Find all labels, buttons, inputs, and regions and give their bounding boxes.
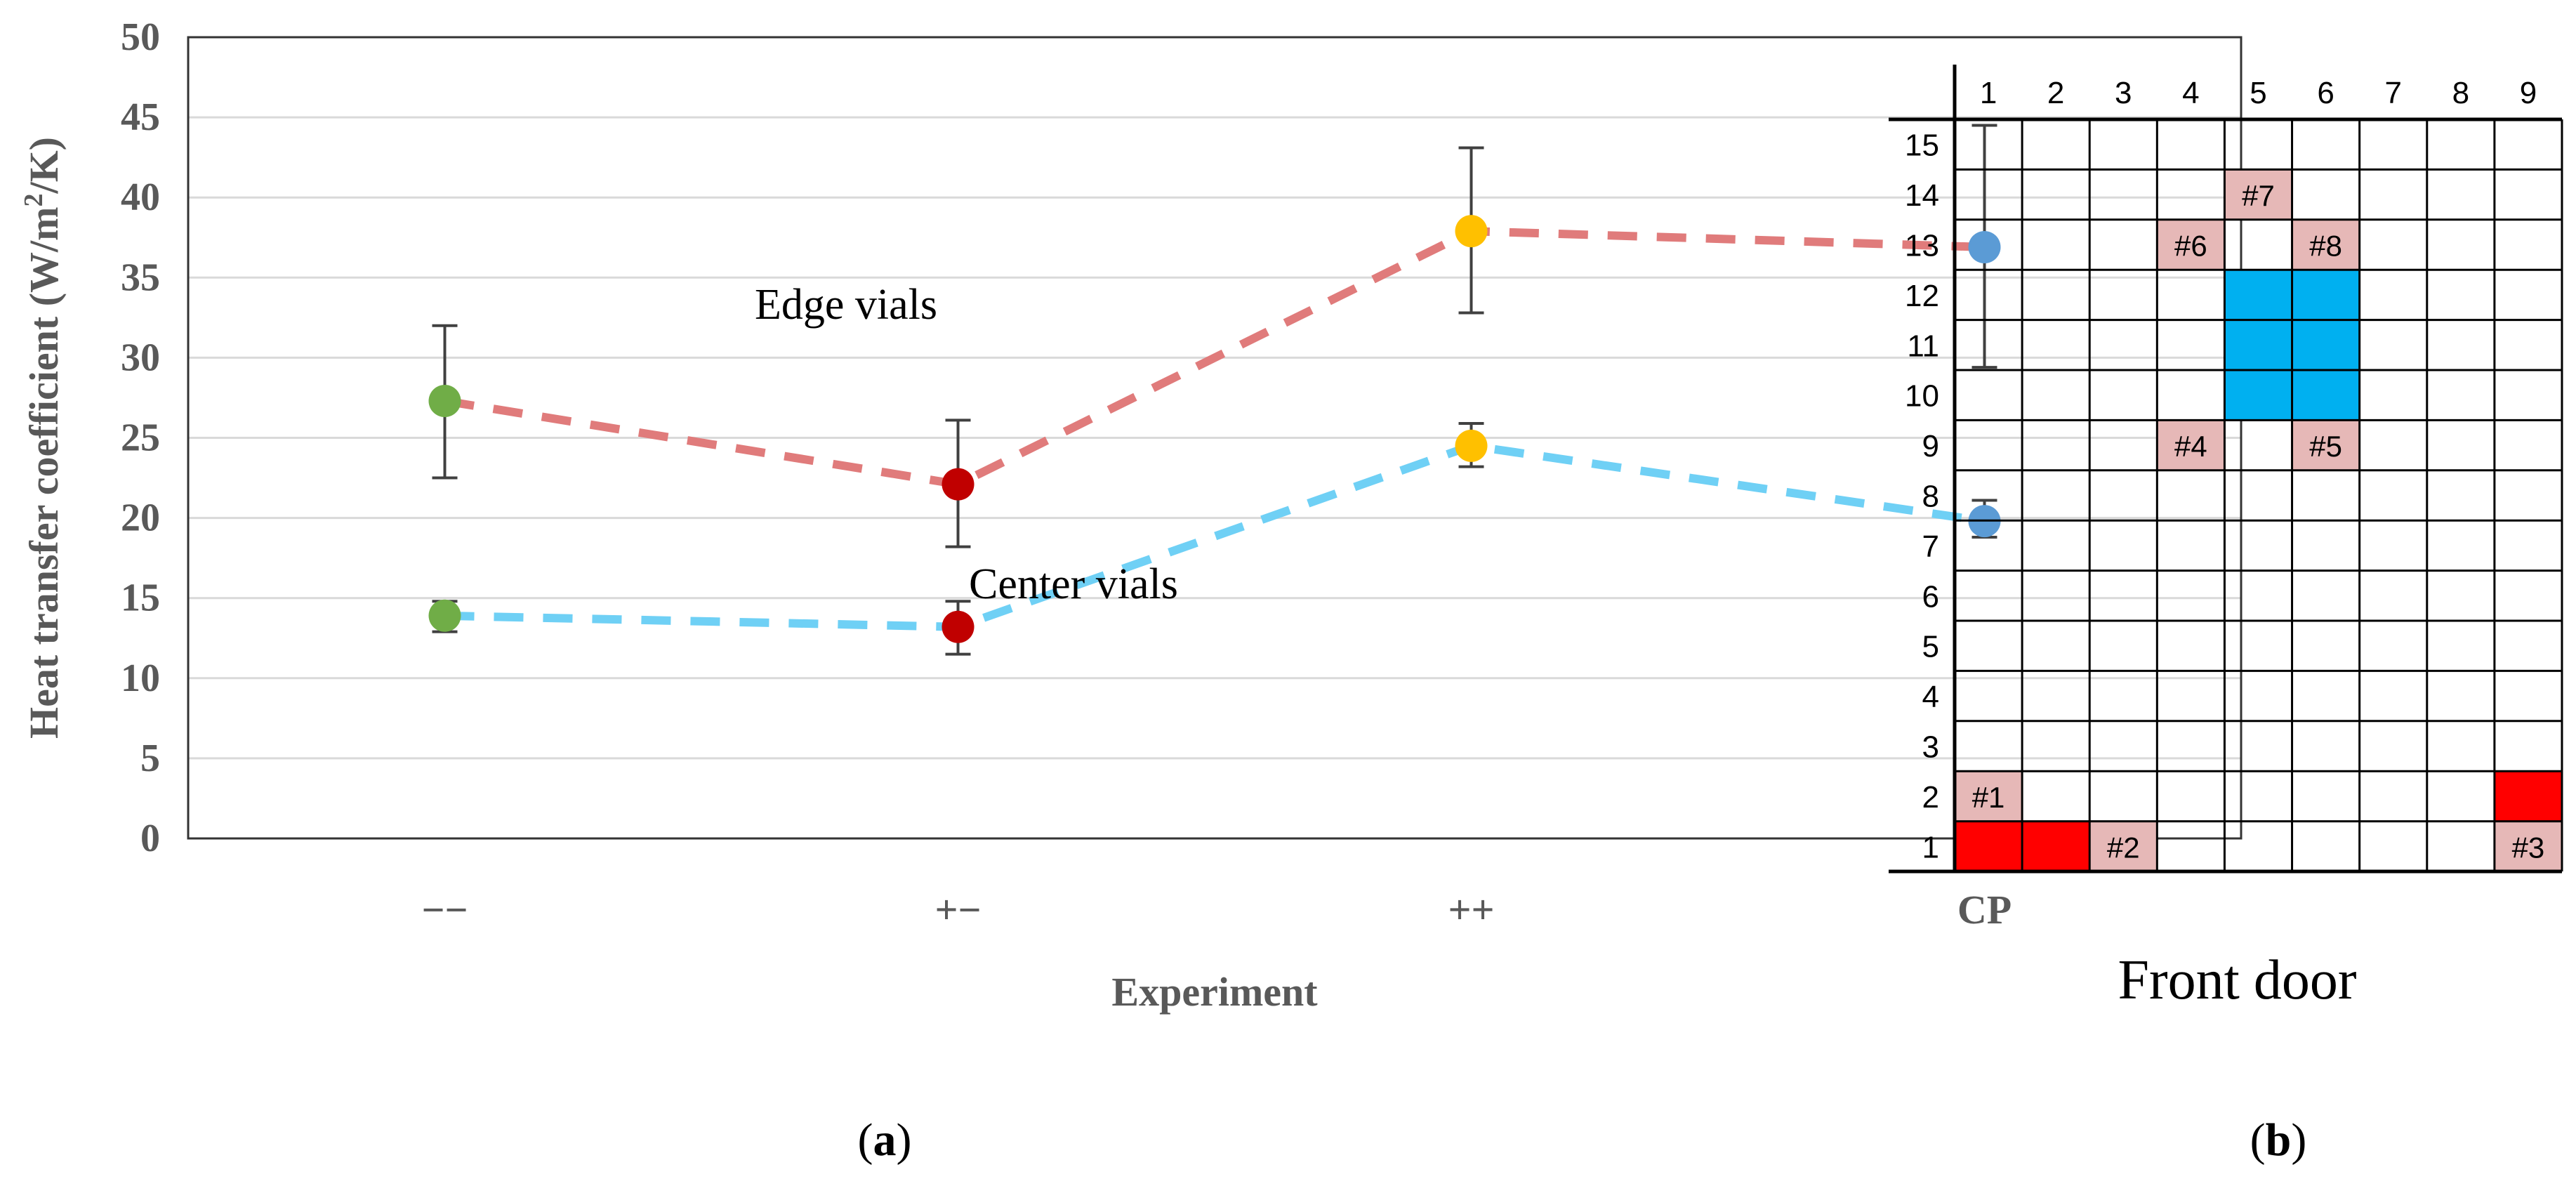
column-header: 6 [2317, 76, 2334, 110]
y-tick-label: 45 [121, 95, 160, 139]
row-header: 14 [1905, 178, 1939, 213]
cell-label: #4 [2174, 430, 2207, 463]
cell-label: #3 [2512, 831, 2545, 864]
cell-label: #5 [2309, 430, 2342, 463]
grid-caption: Front door [2118, 949, 2357, 1011]
row-header: 13 [1905, 229, 1939, 263]
panel-label-letter: a [873, 1114, 897, 1166]
row-header: 11 [1907, 329, 1939, 363]
column-header: 8 [2452, 76, 2469, 110]
y-axis-title-unit: /K) [21, 137, 67, 195]
row-header: 12 [1905, 279, 1939, 313]
data-point [942, 468, 975, 501]
series-line [444, 227, 1985, 489]
data-point [428, 599, 461, 632]
cell-label: #2 [2107, 831, 2140, 864]
column-header: 1 [1980, 76, 1997, 110]
row-header: 10 [1905, 379, 1939, 414]
row-header: 8 [1922, 480, 1939, 514]
x-axis-title: Experiment [1111, 969, 1318, 1015]
row-header: 3 [1922, 730, 1939, 765]
panel-label-a: (a) [858, 1114, 912, 1166]
y-tick-label: 15 [121, 577, 160, 620]
y-tick-label: 10 [121, 657, 160, 700]
panel-label-b: (b) [2250, 1114, 2307, 1166]
row-header: 4 [1922, 680, 1939, 714]
y-axis-title: Heat transfer coefficient (W/m2/K) [19, 137, 67, 739]
y-tick-label: 35 [121, 256, 160, 299]
series-label: Center vials [969, 560, 1178, 608]
x-tick-label: +− [934, 887, 981, 933]
series-label: Edge vials [755, 281, 937, 329]
tray-cell-blue [2224, 320, 2292, 370]
column-header: 2 [2047, 76, 2064, 110]
cell-label: #7 [2242, 179, 2275, 212]
row-header: 2 [1922, 780, 1939, 815]
column-header: 9 [2520, 76, 2537, 110]
y-tick-label: 0 [140, 817, 160, 860]
cell-label: #6 [2174, 230, 2207, 263]
y-tick-label: 25 [121, 416, 160, 460]
x-tick-label: −− [421, 887, 468, 933]
plot-area [187, 36, 2243, 840]
data-point [1968, 230, 2001, 263]
row-header: 1 [1922, 830, 1939, 864]
column-header: 7 [2384, 76, 2401, 110]
cell-label: #1 [1972, 781, 2005, 814]
data-point [942, 610, 975, 643]
tray-cell-pink [2224, 169, 2292, 220]
series-line [444, 441, 1986, 631]
x-tick-label: ++ [1448, 887, 1494, 933]
tray-cell-pink [1955, 771, 2023, 822]
y-axis-title-sup: 2 [19, 194, 48, 207]
tray-cell-pink [2292, 420, 2360, 470]
panel-label-letter: b [2266, 1114, 2292, 1166]
column-header: 5 [2250, 76, 2266, 110]
tray-cell-blue [2292, 270, 2360, 320]
data-point [1455, 429, 1488, 462]
tray-cell-pink [2292, 219, 2360, 270]
tray-cell-red [2494, 771, 2562, 822]
tray-cell-pink [2157, 420, 2225, 470]
tray-cell-red [2022, 821, 2090, 871]
panel-label-close: ) [897, 1114, 912, 1166]
cell-label: #8 [2309, 230, 2342, 263]
tray-cell-pink [2089, 821, 2158, 871]
y-tick-label: 30 [121, 336, 160, 379]
data-point [428, 385, 461, 418]
tray-cell-blue [2224, 270, 2292, 320]
tray-cell-blue [2224, 370, 2292, 421]
y-axis-title-text: Heat transfer coefficient (W/m [21, 207, 67, 739]
tray-cell-pink [2494, 821, 2562, 871]
row-header: 9 [1922, 429, 1939, 463]
tray-grid-b: #7#6 #8#4 #5#1#2 #31 2 3 4 5 6 7 8 9151413121110987… [1889, 65, 2563, 1166]
tray-cell-blue [2292, 370, 2360, 421]
column-header: 4 [2182, 76, 2199, 110]
tray-cell-pink [2157, 219, 2225, 270]
row-header: 6 [1922, 579, 1939, 614]
row-header: 5 [1922, 630, 1939, 664]
y-tick-label: 40 [121, 176, 160, 219]
y-tick-label: 20 [121, 496, 160, 540]
column-header: 3 [2115, 76, 2132, 110]
data-point [1455, 215, 1488, 248]
row-header: 15 [1905, 129, 1939, 163]
tray-cell-blue [2292, 320, 2360, 370]
x-tick-label: CP [1957, 887, 2012, 933]
panel-label-open: ( [2250, 1114, 2266, 1166]
panel-label-close: ) [2291, 1114, 2306, 1166]
y-tick-label: 50 [121, 15, 160, 59]
row-header: 7 [1922, 529, 1939, 564]
panel-label-open: ( [858, 1114, 873, 1166]
tray-cell-red [1955, 821, 2023, 871]
y-tick-label: 5 [140, 737, 160, 780]
